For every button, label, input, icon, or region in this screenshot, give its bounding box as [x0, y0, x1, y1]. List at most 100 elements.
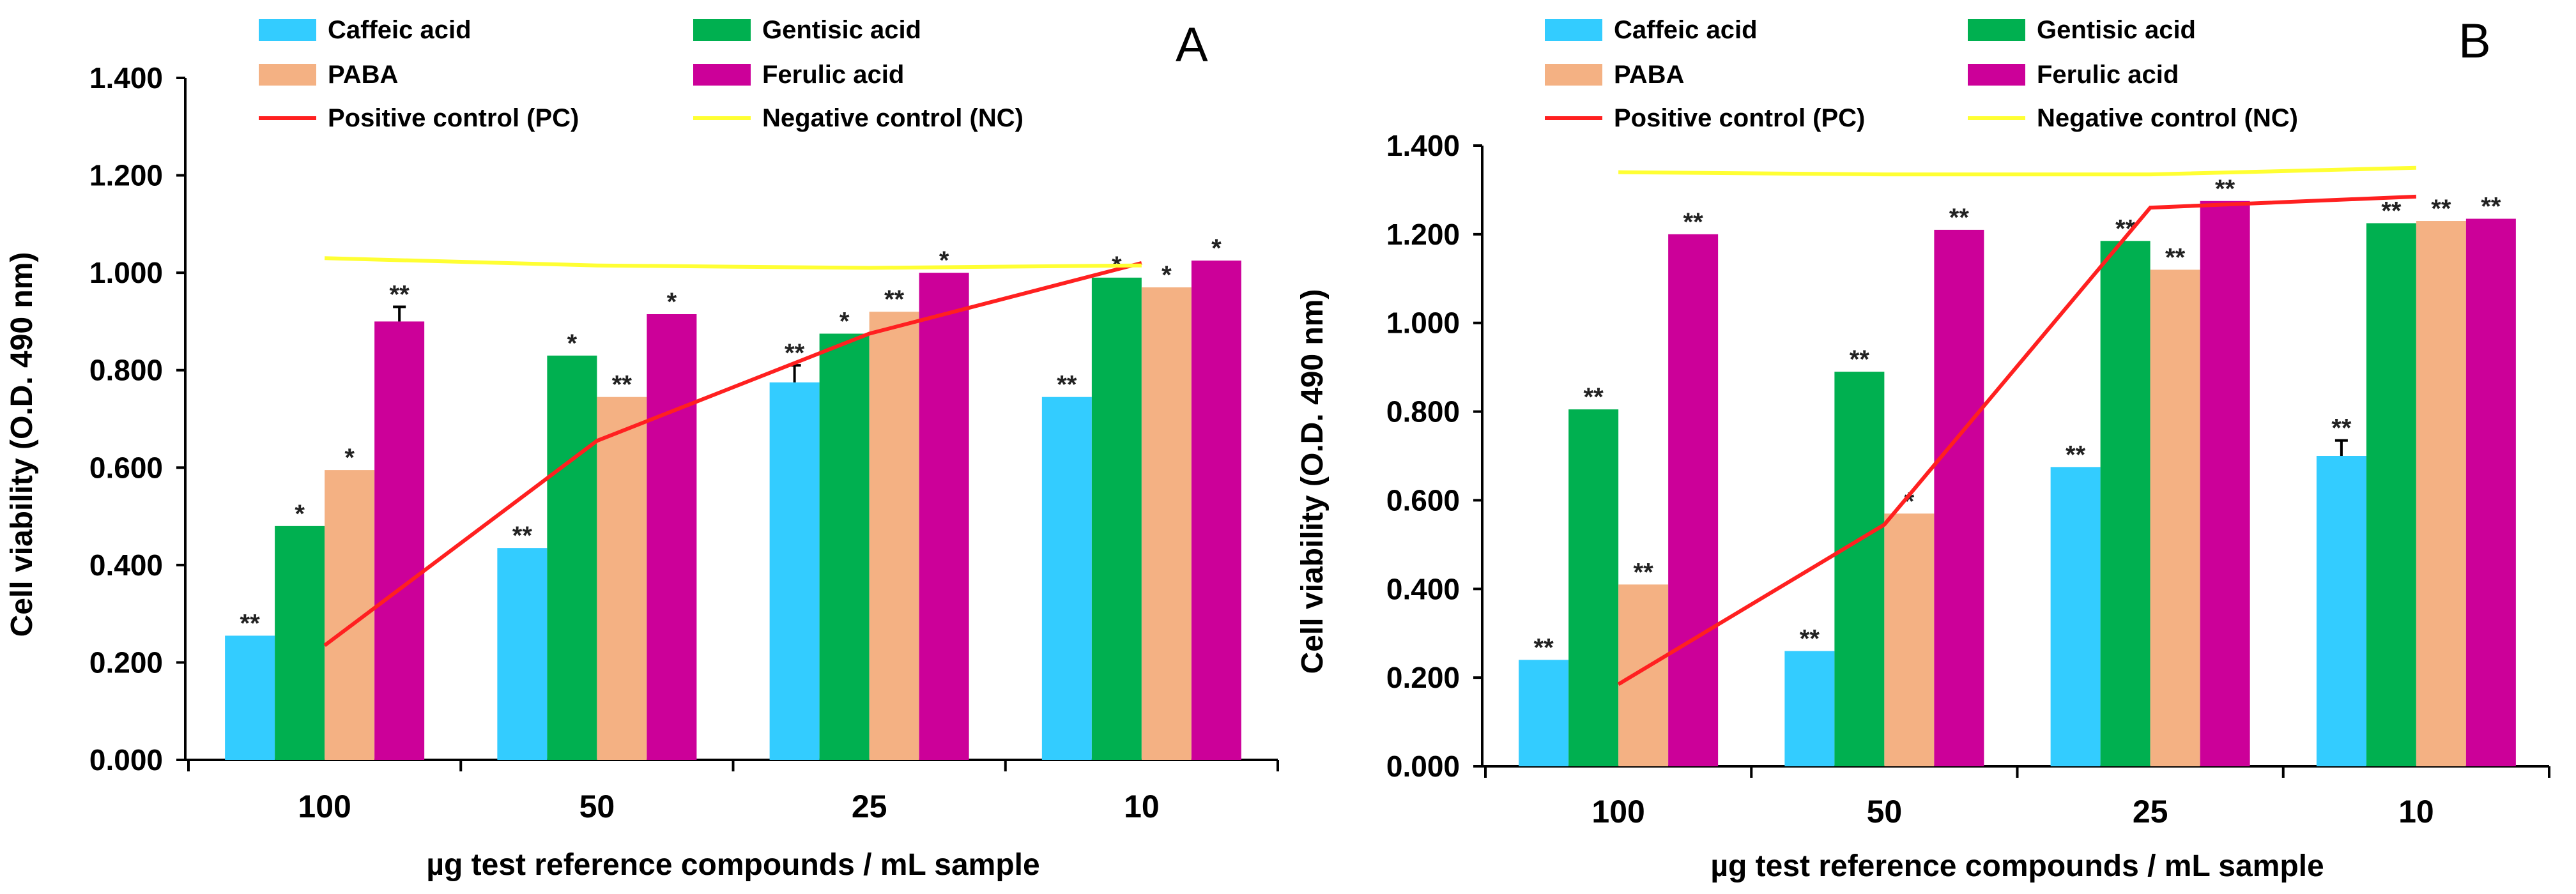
significance-label: **: [390, 281, 410, 309]
y-tick-label: 0.200: [1386, 661, 1460, 694]
bar: [1618, 584, 1669, 766]
bar: [2200, 201, 2250, 766]
bar: [2150, 269, 2200, 766]
y-tick-label: 1.000: [1386, 307, 1460, 340]
bar: [1884, 513, 1935, 766]
panel-b: 0.000 0.200 0.400 0.600 0.800 1.000 1.200 1.400…: [1296, 14, 2550, 883]
legend-label: PABA: [328, 61, 398, 89]
y-tick-label: 0.800: [89, 354, 163, 387]
x-tick-label: 25: [852, 789, 887, 824]
significance-label: *: [1162, 261, 1172, 289]
bar: [275, 526, 325, 760]
x-tick-label: 10: [2398, 794, 2434, 830]
significance-label: **: [2431, 195, 2451, 223]
bar: [2100, 241, 2150, 766]
panel-a: 0.000 0.200 0.400 0.600 0.800 1.000 1.200 1.400…: [5, 16, 1279, 882]
legend-label: Negative control (NC): [762, 104, 1023, 132]
bar: [819, 333, 870, 760]
bar: [1834, 372, 1885, 766]
bar: [1191, 261, 1241, 761]
significance-label: *: [295, 500, 305, 528]
legend-swatch: [693, 19, 751, 41]
bar: [1784, 651, 1835, 766]
significance-label: **: [2381, 197, 2402, 225]
y-axis-title: Cell viability (O.D. 490 nm): [1296, 289, 1330, 674]
legend-swatch: [1968, 19, 2025, 41]
x-tick-label: 50: [579, 789, 615, 824]
significance-label: *: [667, 288, 677, 316]
legend-swatch: [1968, 64, 2025, 86]
significance-label: **: [240, 609, 261, 637]
bar: [597, 397, 647, 760]
legend-swatch: [1545, 64, 1602, 86]
bar: [225, 635, 275, 760]
significance-label: **: [1534, 633, 1554, 662]
y-tick-label: 0.800: [1386, 395, 1460, 428]
panel-letter: B: [2458, 14, 2491, 68]
y-tick-label: 1.000: [89, 256, 163, 289]
control-line: [1617, 194, 2416, 686]
panel-letter: A: [1176, 18, 1208, 72]
legend-label: Positive control (PC): [1614, 104, 1865, 132]
legend-label: Gentisic acid: [2037, 16, 2196, 44]
legend-swatch: [693, 64, 751, 86]
legend-label: Ferulic acid: [762, 61, 904, 89]
bar: [2316, 456, 2366, 766]
significance-label: **: [2066, 441, 2086, 469]
legend-label: Gentisic acid: [762, 16, 921, 44]
significance-label: **: [1584, 383, 1604, 411]
x-tick-label: 25: [2133, 794, 2168, 830]
significance-label: **: [1800, 625, 1820, 653]
bar: [374, 321, 425, 760]
significance-label: **: [2481, 193, 2501, 221]
bar: [1668, 234, 1719, 766]
bar: [769, 382, 820, 760]
y-tick-label: 0.000: [89, 743, 163, 777]
bar: [2366, 223, 2416, 766]
control-line: [1618, 165, 2416, 177]
bar: [919, 273, 969, 761]
y-tick-label: 0.200: [89, 646, 163, 679]
significance-label: *: [1211, 234, 1222, 262]
control-line: [323, 261, 1142, 648]
legend-label: Caffeic acid: [328, 16, 471, 44]
x-axis-title: µg test reference compounds / mL sample: [1710, 849, 2324, 883]
bar: [547, 355, 597, 760]
bar: [1141, 287, 1192, 760]
legend-label: Ferulic acid: [2037, 61, 2179, 89]
legend-swatch: [1545, 19, 1602, 41]
x-axis-title: µg test reference compounds / mL sample: [426, 848, 1039, 882]
significance-label: **: [2215, 175, 2235, 203]
significance-label: **: [1850, 345, 1870, 374]
significance-label: **: [1634, 558, 1654, 586]
significance-label: **: [612, 371, 632, 399]
significance-label: **: [2165, 243, 2186, 271]
significance-label: **: [884, 285, 905, 314]
legend-label: Negative control (NC): [2037, 104, 2298, 132]
legend-label: PABA: [1614, 61, 1684, 89]
significance-label: **: [1683, 208, 1704, 236]
legend-swatch: [259, 64, 316, 86]
x-tick-label: 100: [1591, 794, 1644, 830]
bar: [2416, 221, 2466, 766]
bar: [647, 314, 697, 760]
x-tick-label: 10: [1124, 789, 1160, 824]
control-line: [325, 256, 1142, 270]
bar: [1568, 409, 1619, 766]
y-tick-label: 0.000: [1386, 750, 1460, 783]
y-tick-label: 1.200: [1386, 218, 1460, 251]
bar: [497, 548, 548, 760]
y-tick-label: 0.400: [1386, 572, 1460, 605]
significance-label: *: [939, 246, 949, 275]
significance-label: *: [344, 444, 355, 472]
y-tick-label: 0.600: [1386, 483, 1460, 517]
significance-label: **: [1057, 371, 1077, 399]
y-tick-label: 0.400: [89, 549, 163, 582]
y-tick-label: 1.400: [89, 61, 163, 95]
bar: [2050, 467, 2101, 766]
bar: [1041, 397, 1092, 760]
legend-label: Caffeic acid: [1614, 16, 1758, 44]
significance-label: **: [2331, 414, 2352, 443]
significance-label: **: [512, 522, 533, 550]
